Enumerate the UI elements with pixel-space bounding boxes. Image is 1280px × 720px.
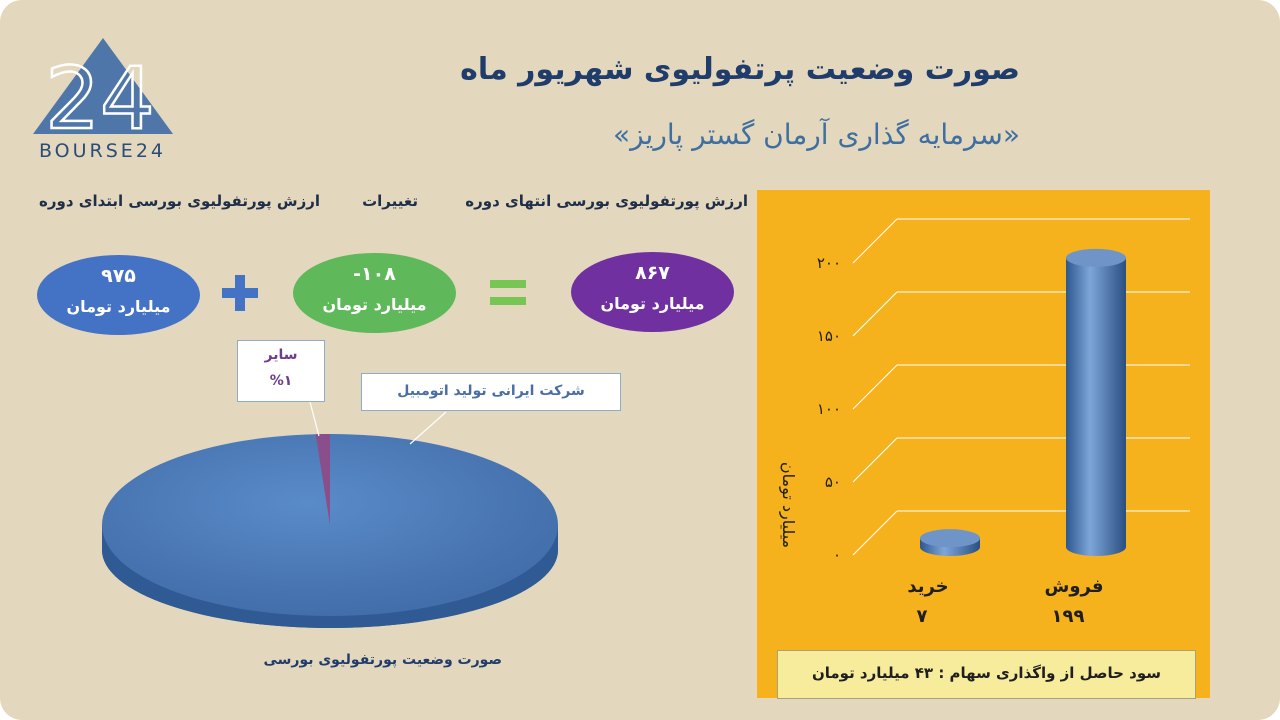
change-unit: میلیارد تومان [322, 295, 427, 314]
x-category-label: خرید [907, 576, 948, 597]
x-category-label: فروش [1044, 576, 1103, 597]
end-value-header: ارزش پورتفولیوی بورسی انتهای دوره [465, 192, 748, 210]
pie-label-other: سایر %۱ [237, 340, 325, 402]
grid-line-diagonal [852, 218, 898, 264]
profit-note-text: سود حاصل از واگذاری سهام : ۴۳ میلیارد تو… [811, 664, 1162, 682]
bar-top-buy [920, 529, 980, 548]
end-value-bubble: ۸۶۷ میلیارد تومان [571, 252, 734, 332]
pie-slice-other [315, 434, 330, 525]
bar-y-axis-label: میلیارد تومان [778, 462, 798, 548]
plus-sign-vertical [235, 275, 245, 311]
change-value: -۱۰۸ [353, 263, 396, 285]
logo-glyph: 24 [45, 49, 154, 149]
start-value-unit: میلیارد تومان [66, 297, 171, 316]
change-header: تغییرات [362, 192, 418, 210]
start-value-bubble: ۹۷۵ میلیارد تومان [37, 255, 200, 335]
profit-note: سود حاصل از واگذاری سهام : ۴۳ میلیارد تو… [777, 650, 1196, 699]
bar-value-label: ۱۹۹ [1052, 606, 1085, 627]
pie-caption: صورت وضعیت پورتفولیوی بورسی [263, 652, 502, 668]
pie-label-other-name: سایر [264, 347, 298, 363]
main-leader-line [409, 411, 447, 445]
start-value: ۹۷۵ [101, 265, 136, 287]
grid-line-diagonal [852, 364, 898, 410]
equals-sign-lower [490, 297, 526, 305]
equals-sign [490, 280, 526, 288]
start-value-header: ارزش پورتفولیوی بورسی ابتدای دوره [39, 192, 320, 210]
bar-chart-panel: ۰ ۵۰ ۱۰۰ ۱۵۰ ۲۰۰ خرید فروش ۷ ۱۹۹ میلیارد تومان [757, 190, 1210, 698]
other-leader-line [309, 401, 320, 437]
pie-label-main: شرکت ایرانی تولید اتومبیل [361, 373, 621, 411]
logo-triangle [33, 38, 173, 134]
page-title: صورت وضعیت پرتفولیوی شهریور ماه [460, 52, 1020, 87]
y-tick-label: ۲۰۰ [817, 254, 841, 272]
pie-label-main-name: شرکت ایرانی تولید اتومبیل [397, 383, 585, 399]
y-tick-label: ۱۰۰ [817, 400, 841, 418]
bar-value-label: ۷ [917, 606, 928, 627]
end-value-unit: میلیارد تومان [600, 294, 705, 313]
pie-chart [102, 401, 558, 628]
page-subtitle: «سرمایه گذاری آرمان گستر پاریز» [612, 118, 1020, 151]
grid-line-diagonal [852, 437, 898, 483]
bar-panel-background [757, 190, 1210, 698]
change-bubble: -۱۰۸ میلیارد تومان [293, 253, 456, 333]
grid-line-diagonal [852, 510, 898, 556]
bar-sell [1066, 257, 1126, 556]
y-tick-label: ۰ [833, 546, 841, 564]
grid-line-diagonal [852, 291, 898, 337]
bourse24-logo: 24 [33, 38, 173, 150]
y-tick-label: ۵۰ [825, 473, 841, 491]
bar-top-sell [1066, 248, 1126, 267]
end-value: ۸۶۷ [635, 262, 670, 284]
y-tick-label: ۱۵۰ [817, 327, 841, 345]
pie-label-other-percent: %۱ [269, 373, 293, 389]
logo-text: BOURSE24 [38, 140, 166, 162]
